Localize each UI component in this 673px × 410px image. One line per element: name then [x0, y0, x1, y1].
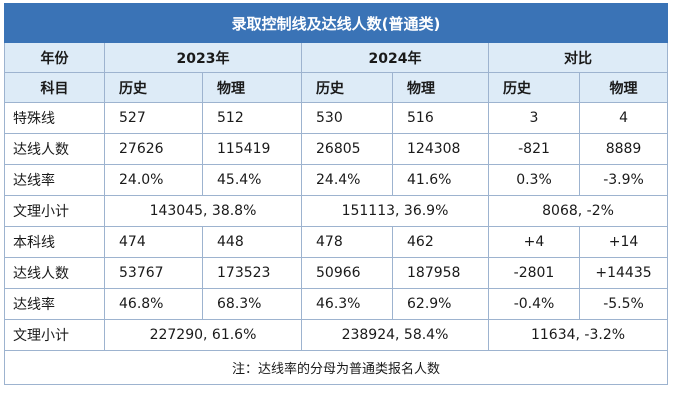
subject-history-2023: 历史	[104, 72, 203, 103]
subtotal-cell: 151113, 36.9%	[301, 195, 489, 227]
subject-physics-2024: 物理	[392, 72, 489, 103]
subtotal-cell: 238924, 58.4%	[301, 319, 489, 351]
table-cell: 3	[488, 102, 580, 134]
table-cell: 41.6%	[392, 164, 489, 196]
table-cell: 8889	[578, 133, 669, 165]
table-cell: 530	[301, 102, 393, 134]
table-row: 达线人数 53767 173523 50966 187958 -2801 +14…	[4, 257, 669, 289]
table-row: 达线人数 27626 115419 26805 124308 -821 8889	[4, 133, 669, 165]
table-cell: 474	[104, 226, 203, 258]
row-label: 达线率	[4, 164, 105, 196]
table-cell: 478	[301, 226, 393, 258]
subject-history-compare: 历史	[488, 72, 580, 103]
row-label: 达线人数	[4, 133, 105, 165]
year-header-row: 年份 2023年 2024年 对比	[4, 42, 669, 73]
table-cell: 24.4%	[301, 164, 393, 196]
table-cell: 26805	[301, 133, 393, 165]
year-label: 年份	[4, 42, 105, 73]
year-2024-header: 2024年	[301, 42, 489, 73]
table-cell: 448	[202, 226, 302, 258]
table-cell: -0.4%	[488, 288, 580, 320]
table-cell: 27626	[104, 133, 203, 165]
subject-header-row: 科目 历史 物理 历史 物理 历史 物理	[4, 72, 669, 103]
subtotal-row: 文理小计 143045, 38.8% 151113, 36.9% 8068, -…	[4, 195, 669, 227]
note-row: 注：达线率的分母为普通类报名人数	[3, 350, 669, 385]
table-cell: 50966	[301, 257, 393, 289]
row-label: 特殊线	[4, 102, 105, 134]
table-row: 达线率 46.8% 68.3% 46.3% 62.9% -0.4% -5.5%	[4, 288, 669, 320]
table-cell: 53767	[104, 257, 203, 289]
table-cell: 68.3%	[202, 288, 302, 320]
table-cell: 45.4%	[202, 164, 302, 196]
table-cell: 62.9%	[392, 288, 489, 320]
table-cell: 115419	[202, 133, 302, 165]
table-cell: 527	[104, 102, 203, 134]
subtotal-cell: 8068, -2%	[487, 195, 669, 227]
row-label: 文理小计	[4, 195, 105, 227]
table-cell: -5.5%	[578, 288, 669, 320]
table-cell: 512	[202, 102, 302, 134]
subject-physics-compare: 物理	[578, 72, 669, 103]
table-cell: -821	[488, 133, 580, 165]
table-cell: +4	[488, 226, 580, 258]
table-note: 注：达线率的分母为普通类报名人数	[3, 350, 669, 385]
table-cell: 46.8%	[104, 288, 203, 320]
table-cell: 124308	[392, 133, 489, 165]
row-label: 达线率	[4, 288, 105, 320]
table-cell: 187958	[392, 257, 489, 289]
admission-table-container: 录取控制线及达线人数(普通类) 年份 2023年 2024年 对比 科目 历史 …	[3, 3, 669, 385]
row-label: 文理小计	[4, 319, 105, 351]
admission-table: 录取控制线及达线人数(普通类) 年份 2023年 2024年 对比 科目 历史 …	[3, 3, 669, 385]
title-row: 录取控制线及达线人数(普通类)	[3, 3, 669, 43]
subject-label: 科目	[4, 72, 105, 103]
table-cell: 46.3%	[301, 288, 393, 320]
table-cell: 516	[392, 102, 489, 134]
row-label: 本科线	[4, 226, 105, 258]
compare-header: 对比	[487, 42, 669, 73]
table-cell: 24.0%	[104, 164, 203, 196]
row-label: 达线人数	[4, 257, 105, 289]
table-row: 达线率 24.0% 45.4% 24.4% 41.6% 0.3% -3.9%	[4, 164, 669, 196]
year-2023-header: 2023年	[104, 42, 302, 73]
table-cell: -3.9%	[578, 164, 669, 196]
table-row: 特殊线 527 512 530 516 3 4	[4, 102, 669, 134]
subtotal-row: 文理小计 227290, 61.6% 238924, 58.4% 11634, …	[4, 319, 669, 351]
table-cell: -2801	[488, 257, 580, 289]
table-cell: +14	[578, 226, 669, 258]
subject-physics-2023: 物理	[202, 72, 302, 103]
table-cell: +14435	[578, 257, 669, 289]
subject-history-2024: 历史	[301, 72, 393, 103]
table-cell: 4	[578, 102, 669, 134]
table-cell: 462	[392, 226, 489, 258]
subtotal-cell: 143045, 38.8%	[104, 195, 302, 227]
table-row: 本科线 474 448 478 462 +4 +14	[4, 226, 669, 258]
table-cell: 0.3%	[488, 164, 580, 196]
subtotal-cell: 227290, 61.6%	[104, 319, 302, 351]
subtotal-cell: 11634, -3.2%	[487, 319, 669, 351]
table-title: 录取控制线及达线人数(普通类)	[3, 3, 669, 43]
table-cell: 173523	[202, 257, 302, 289]
